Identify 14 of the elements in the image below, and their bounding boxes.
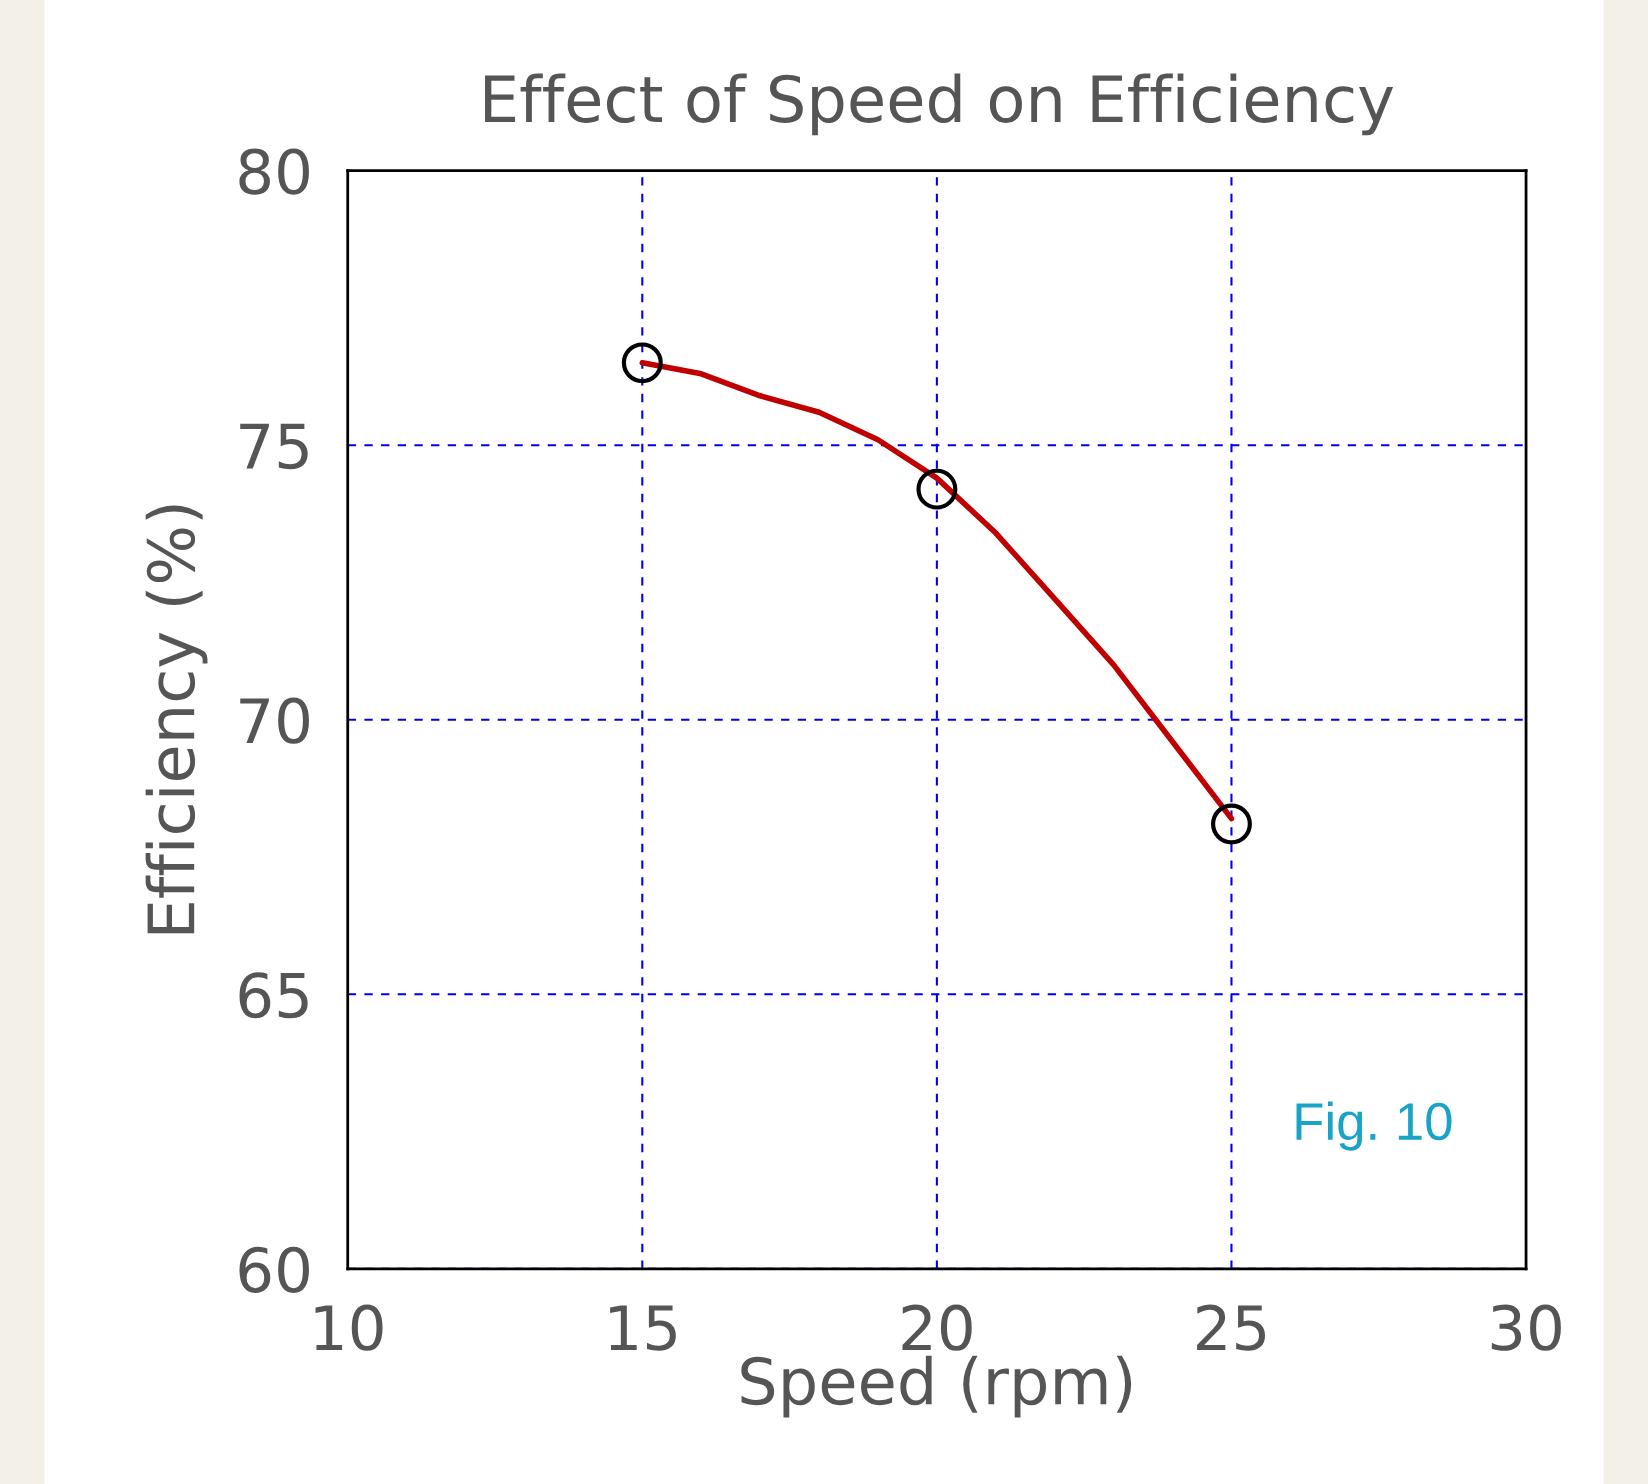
x-tick-label: 25: [1197, 1304, 1266, 1351]
annotation: Fig. 10: [1296, 1101, 1452, 1151]
x-axis-title: Speed (rpm): [741, 1355, 1132, 1418]
x-tick-label: 20: [902, 1304, 972, 1351]
y-tick-label: 65: [239, 972, 308, 1019]
x-tick-label: 15: [610, 1305, 676, 1351]
y-axis-title: Efficiency (%): [145, 505, 208, 934]
y-tick-label: 80: [239, 148, 309, 195]
x-tick-label: 30: [1491, 1304, 1561, 1351]
y-tick-label: 60: [239, 1246, 309, 1293]
y-tick-label: 70: [240, 697, 309, 744]
x-tick-label: 10: [315, 1304, 383, 1351]
y-tick-label: 75: [240, 423, 308, 470]
chart-title: Effect of Speed on Efficiency: [485, 73, 1394, 136]
